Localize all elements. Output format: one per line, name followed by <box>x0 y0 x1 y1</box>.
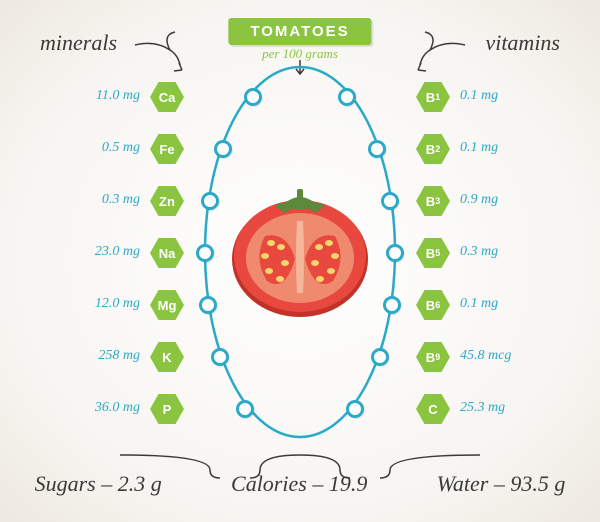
mineral-hex-k: K <box>150 342 184 372</box>
vitamins-label: vitamins <box>485 30 560 56</box>
tomato-illustration <box>225 181 375 321</box>
node-left-4 <box>199 296 217 314</box>
vitamin-val-b5: 0.3 mg <box>460 244 498 260</box>
minerals-label: minerals <box>40 30 117 56</box>
node-right-1 <box>368 140 386 158</box>
mineral-hex-mg: Mg <box>150 290 184 320</box>
mineral-val-k: 258 mg <box>32 348 140 364</box>
node-right-5 <box>371 348 389 366</box>
mineral-val-na: 23.0 mg <box>32 244 140 260</box>
stat-water: Water – 93.5 g <box>437 471 566 497</box>
vitamin-val-b1: 0.1 mg <box>460 88 498 104</box>
mineral-val-p: 36.0 mg <box>32 400 140 416</box>
vitamin-val-b9: 45.8 mcg <box>460 348 511 364</box>
node-left-2 <box>201 192 219 210</box>
vitamin-hex-c: C <box>416 394 450 424</box>
mineral-hex-fe: Fe <box>150 134 184 164</box>
vitamin-val-c: 25.3 mg <box>460 400 505 416</box>
node-left-1 <box>214 140 232 158</box>
title-badge: TOMATOES <box>228 18 371 45</box>
mineral-val-zn: 0.3 mg <box>32 192 140 208</box>
mineral-hex-na: Na <box>150 238 184 268</box>
mineral-hex-zn: Zn <box>150 186 184 216</box>
node-right-2 <box>381 192 399 210</box>
vitamin-hex-b6: B6 <box>416 290 450 320</box>
vitamin-hex-b9: B9 <box>416 342 450 372</box>
vitamin-hex-b1: B1 <box>416 82 450 112</box>
mineral-hex-ca: Ca <box>150 82 184 112</box>
vitamin-val-b2: 0.1 mg <box>460 140 498 156</box>
mineral-val-fe: 0.5 mg <box>32 140 140 156</box>
bottom-stats: Sugars – 2.3 g Calories – 19.9 Water – 9… <box>0 471 600 497</box>
vitamin-hex-b2: B2 <box>416 134 450 164</box>
subtitle: per 100 grams <box>262 46 338 62</box>
node-left-0 <box>244 88 262 106</box>
node-left-3 <box>196 244 214 262</box>
node-right-4 <box>383 296 401 314</box>
node-left-5 <box>211 348 229 366</box>
mineral-val-mg: 12.0 mg <box>32 296 140 312</box>
vitamin-hex-b3: B3 <box>416 186 450 216</box>
node-right-6 <box>346 400 364 418</box>
mineral-hex-p: P <box>150 394 184 424</box>
stat-calories: Calories – 19.9 <box>231 471 367 497</box>
node-left-6 <box>236 400 254 418</box>
vitamin-hex-b5: B5 <box>416 238 450 268</box>
node-right-0 <box>338 88 356 106</box>
vitamin-val-b6: 0.1 mg <box>460 296 498 312</box>
stat-sugars: Sugars – 2.3 g <box>35 471 162 497</box>
mineral-val-ca: 11.0 mg <box>32 88 140 104</box>
node-right-3 <box>386 244 404 262</box>
vitamin-val-b3: 0.9 mg <box>460 192 498 208</box>
